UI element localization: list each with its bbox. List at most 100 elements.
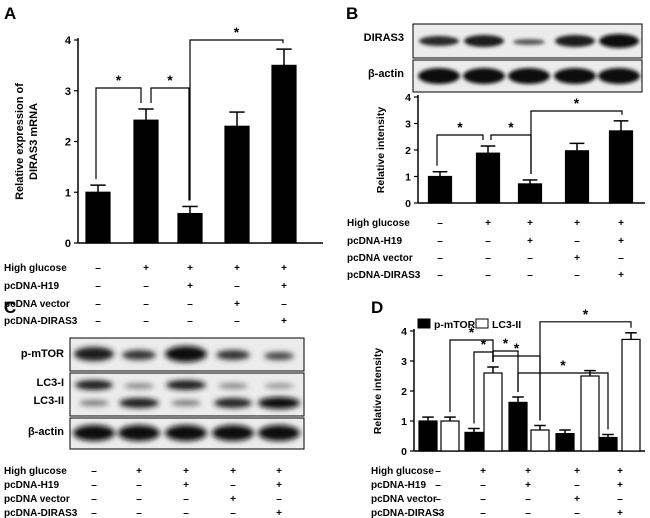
treatment-mark: + (485, 218, 491, 229)
bar (224, 125, 250, 244)
blot-label-beta-actin-c: β-actin (28, 426, 64, 438)
treatment-mark: – (95, 316, 101, 327)
blot-band (258, 425, 300, 441)
treatment-mark: + (234, 299, 240, 310)
bar (580, 375, 600, 452)
significance-star: * (481, 336, 487, 352)
significance-star: * (457, 119, 463, 135)
treatment-mark: + (276, 480, 282, 491)
bar (517, 183, 543, 204)
treatment-mark: + (281, 281, 287, 292)
treatment-mark: + (618, 236, 624, 247)
bar (427, 175, 453, 204)
significance-star: * (469, 324, 475, 340)
chart-d: 0 1 2 3 4 Relative intensity p-mTOR LC3-II * * * * *… (372, 306, 645, 458)
treatment-mark: + (230, 466, 236, 477)
treatment-mark: + (187, 263, 193, 274)
treatment-mark: – (525, 508, 531, 518)
treatment-row-label: High glucose (4, 466, 67, 477)
significance-bracket (436, 134, 484, 166)
y-tick-label: 3 (401, 356, 407, 368)
y-tick-label: 1 (405, 172, 411, 184)
treatment-mark: + (183, 466, 189, 477)
treatment-mark: + (574, 218, 580, 229)
blot-label-beta-actin-b: β-actin (368, 68, 404, 80)
legend-label: LC3-II (492, 319, 521, 331)
treatment-mark: + (574, 253, 580, 264)
treatment-mark: – (617, 494, 623, 505)
significance-star: * (574, 95, 580, 111)
blot-band (73, 425, 115, 441)
chart-b: 0 1 2 3 4 Relative intensity * * * (375, 92, 645, 210)
treatment-mark: – (437, 253, 443, 264)
treatment-row-label: pcDNA-H19 (4, 480, 59, 491)
treatment-mark: – (91, 480, 97, 491)
y-tick-label: 2 (405, 145, 411, 157)
treatment-mark: – (91, 466, 97, 477)
treatment-mark: + (234, 263, 240, 274)
blot-band (216, 350, 250, 360)
legend-label: p-mTOR (434, 319, 476, 331)
treatment-mark: – (183, 494, 189, 505)
significance-star: * (167, 72, 173, 88)
blot-panel-b: DIRAS3 β-actin (364, 23, 643, 93)
treatment-row-label: pcDNA-DIRAS3 (4, 316, 78, 327)
treatment-mark: – (480, 494, 486, 505)
treatment-mark: + (281, 316, 287, 327)
treatment-mark: – (187, 316, 193, 327)
treatment-table-c: High glucose – + + + + pcDNA-H19 – – + – + pcDNA vec… (4, 466, 282, 518)
treatment-mark: – (91, 508, 97, 518)
treatment-mark: + (187, 281, 193, 292)
y-tick-label: 3 (405, 119, 411, 131)
significance-star: * (560, 357, 566, 373)
bar (621, 338, 641, 452)
treatment-mark: – (435, 508, 441, 518)
treatment-mark: – (183, 508, 189, 518)
treatment-row-label: pcDNA vector (371, 494, 437, 505)
treatment-mark: – (485, 253, 491, 264)
blot-band (598, 68, 640, 84)
y-tick-label: 0 (405, 198, 411, 210)
significance-bracket (539, 321, 632, 421)
treatment-row-label: pcDNA-DIRAS3 (347, 270, 421, 281)
chart-legend: p-mTOR LC3-II (417, 318, 521, 331)
treatment-mark: – (136, 494, 142, 505)
treatment-mark: + (527, 218, 533, 229)
bar (440, 420, 460, 452)
treatment-mark: – (276, 494, 282, 505)
treatment-mark: – (527, 253, 533, 264)
blot-band (165, 346, 207, 362)
blot-band (418, 68, 460, 84)
y-axis-label: Relative intensity (372, 348, 384, 435)
blot-band (118, 425, 160, 441)
blot-band (74, 347, 114, 361)
treatment-mark: + (525, 466, 531, 477)
blot-band (171, 400, 201, 406)
treatment-mark: + (527, 236, 533, 247)
treatment-mark: + (281, 263, 287, 274)
treatment-mark: + (574, 466, 580, 477)
bar (464, 431, 484, 452)
bar (555, 433, 575, 452)
treatment-row-label: High glucose (347, 218, 410, 229)
treatment-mark: – (618, 253, 624, 264)
treatment-mark: – (187, 299, 193, 310)
treatment-row-label: pcDNA-H19 (371, 480, 426, 491)
treatment-mark: + (276, 508, 282, 518)
panel-letter-c: C (4, 298, 16, 317)
y-tick-label: 4 (65, 35, 72, 47)
treatment-mark: – (527, 270, 533, 281)
bar (85, 191, 111, 244)
treatment-mark: – (95, 263, 101, 274)
blot-band (419, 36, 459, 46)
treatment-table-d: High glucose – + + + +pcDNA-H19– – + – +pcDNA vec… (371, 466, 623, 518)
y-axis-label: Relative expression of (14, 83, 26, 200)
y-tick-label: 0 (401, 446, 407, 458)
treatment-row-label: pcDNA-H19 (4, 281, 59, 292)
treatment-mark: – (525, 494, 531, 505)
blot-band (214, 398, 252, 408)
treatment-mark: – (234, 281, 240, 292)
treatment-mark: + (230, 494, 236, 505)
bar (564, 150, 590, 204)
